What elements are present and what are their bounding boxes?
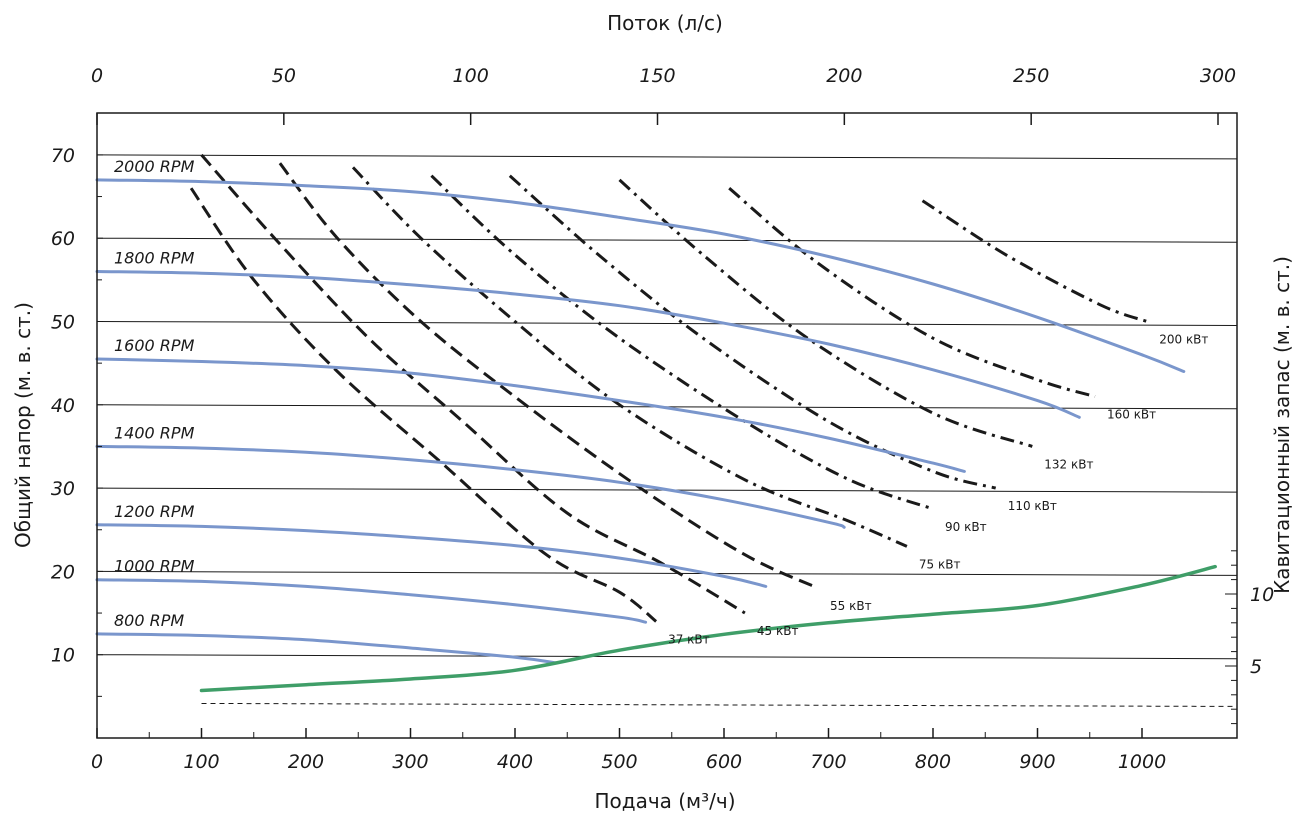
x-top-tick-label: 50: [272, 65, 296, 87]
power-curve: [430, 174, 934, 511]
grid-line: [96, 654, 1238, 660]
power-curve: [278, 162, 819, 590]
x-bottom-tick-label: 200: [288, 751, 324, 773]
power-curve-label: 37 кВт: [668, 632, 710, 646]
rpm-curve: [95, 178, 1186, 373]
x-top-tick-label: 250: [1013, 65, 1049, 87]
labels: 0 100 200 300 400 500 600 700 800 900 1000 0 50 100 15…: [51, 65, 1274, 773]
y-left-tick-label: 10: [51, 645, 75, 667]
power-curve-label: 75 кВт: [919, 557, 961, 571]
x-bottom-tick-label: 400: [497, 751, 533, 773]
y-left-tick-label: 50: [51, 312, 75, 334]
y-left-tick-label: 30: [51, 478, 75, 500]
x-bottom-axis-title: Подача (м³/ч): [594, 789, 735, 813]
y-right-tick-label: 5: [1250, 656, 1262, 678]
x-bottom-tick-label: 1000: [1118, 751, 1166, 773]
x-top-tick-label: 150: [639, 65, 675, 87]
x-top-tick-label: 100: [453, 65, 489, 87]
x-bottom-tick-label: 100: [183, 751, 219, 773]
rpm-curve: [95, 357, 966, 473]
power-curve: [508, 174, 997, 490]
grid-line: [96, 154, 1238, 160]
x-top-tick-label: 200: [826, 65, 862, 87]
power-curve: [351, 166, 908, 548]
npsh-reference-line: [201, 702, 1238, 707]
x-bottom-tick-label: 900: [1019, 751, 1055, 773]
rpm-curve: [95, 632, 559, 665]
power-curve: [200, 153, 746, 615]
y-right-axis-title: Кавитационный запас (м. в. ст.): [1270, 256, 1294, 594]
x-bottom-tick-label: 0: [91, 751, 103, 773]
power-curve: [728, 187, 1096, 398]
x-bottom-tick-label: 600: [706, 751, 742, 773]
grid-line: [96, 570, 1238, 576]
y-left-axis-title: Общий напор (м. в. ст.): [11, 302, 35, 548]
rpm-curve-label: 800 RPM: [114, 611, 184, 630]
data-curves: [95, 153, 1238, 707]
x-bottom-tick-label: 500: [601, 751, 637, 773]
power-curve-label: 45 кВт: [757, 624, 799, 638]
y-left-tick-label: 20: [51, 561, 75, 583]
grid-line: [96, 237, 1238, 243]
power-curve: [618, 178, 1033, 448]
power-curve-label: 160 кВт: [1107, 407, 1156, 421]
y-left-tick-label: 60: [51, 228, 75, 250]
x-top-tick-label: 300: [1200, 65, 1236, 87]
x-bottom-tick-label: 800: [915, 751, 951, 773]
power-curve-label: 55 кВт: [830, 599, 872, 613]
rpm-curve: [95, 270, 1081, 419]
rpm-curve-label: 1400 RPM: [114, 423, 195, 442]
power-curve-label: 90 кВт: [945, 520, 987, 534]
npsh-curve: [199, 564, 1217, 693]
x-top-tick-label: 0: [91, 65, 103, 87]
power-curve-label: 200 кВт: [1159, 333, 1208, 347]
rpm-curve-label: 2000 RPM: [114, 157, 195, 176]
x-bottom-tick-label: 300: [392, 751, 428, 773]
power-curve-label: 110 кВт: [1008, 499, 1057, 513]
power-curve-label: 132 кВт: [1044, 457, 1093, 471]
x-bottom-tick-label: 700: [810, 751, 846, 773]
y-right-tick-label: 10: [1250, 584, 1274, 606]
x-top-axis-title: Поток (л/с): [607, 11, 723, 35]
rpm-curve: [95, 578, 648, 624]
rpm-curve-label: 1800 RPM: [114, 249, 195, 268]
y-left-tick-label: 40: [51, 395, 75, 417]
power-curve: [189, 187, 658, 623]
rpm-curve-label: 1600 RPM: [114, 336, 195, 355]
y-left-tick-label: 70: [51, 145, 75, 167]
plot-frame: [96, 112, 1238, 739]
rpm-curve-label: 1200 RPM: [114, 502, 195, 521]
plot-border: [96, 112, 1238, 739]
grid-line: [96, 321, 1238, 326]
rpm-curve: [95, 444, 846, 529]
rpm-curve-label: 1000 RPM: [114, 557, 195, 576]
power-curve: [921, 199, 1148, 323]
rpm-curve: [95, 523, 768, 588]
